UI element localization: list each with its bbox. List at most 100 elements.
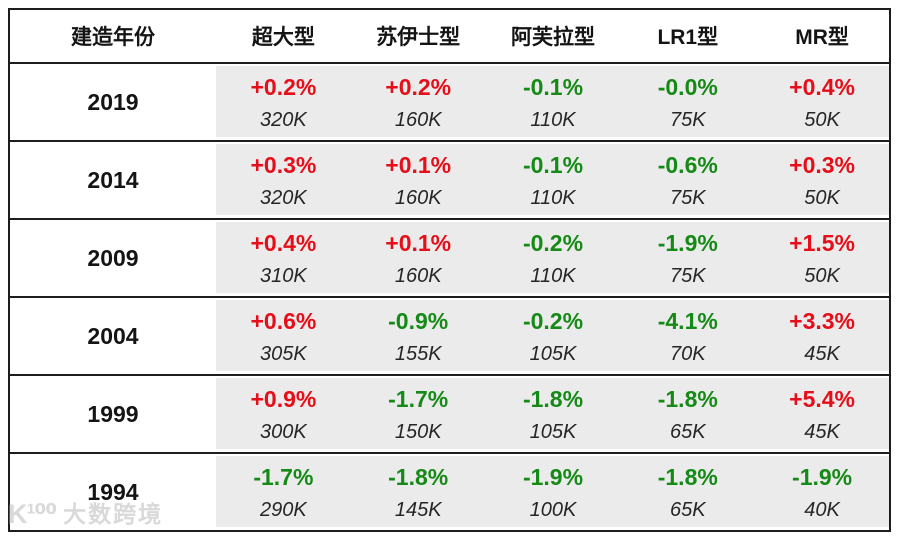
year-cell: 2019: [9, 62, 216, 141]
dwt-size: 40K: [804, 499, 840, 522]
change-percentage: -1.9%: [522, 463, 584, 490]
dwt-size: 160K: [394, 109, 442, 132]
change-percentage: -0.1%: [522, 73, 584, 100]
change-percentage: +1.5%: [789, 229, 856, 256]
fleet-age-change-table: 建造年份 超大型 苏伊士型 阿芙拉型 LR1型 MR型 2019 +0.2% 320K +0.2…: [8, 8, 891, 532]
change-percentage: +0.4%: [789, 73, 856, 100]
change-percentage: +0.1%: [385, 229, 452, 256]
dwt-size: 50K: [804, 265, 840, 288]
column-header-vessel-type: MR型: [755, 9, 890, 63]
change-percentage: -0.0%: [657, 73, 718, 100]
table-row: 2009 +0.4% 310K +0.1% 160K -0.2% 110K -1.9% 75K +…: [9, 218, 890, 297]
year-cell: 1999: [9, 374, 216, 453]
change-percentage: -0.6%: [657, 151, 718, 178]
data-cell: -0.2% 105K: [485, 296, 621, 375]
change-percentage: -4.1%: [657, 307, 718, 334]
table-row: 2004 +0.6% 305K -0.9% 155K -0.2% 105K -4.1% 70K +…: [9, 296, 890, 375]
change-percentage: -0.9%: [388, 307, 449, 334]
change-percentage: +0.6%: [250, 307, 317, 334]
data-cell: +0.1% 160K: [350, 218, 486, 297]
change-percentage: -1.8%: [657, 463, 718, 490]
dwt-size: 65K: [669, 421, 706, 444]
change-percentage: -1.7%: [388, 385, 449, 412]
dwt-size: 110K: [530, 109, 576, 132]
data-cell: -0.1% 110K: [485, 140, 621, 219]
data-cell: +0.9% 300K: [216, 374, 351, 453]
dwt-size: 310K: [260, 265, 307, 288]
change-percentage: -1.8%: [657, 385, 718, 412]
change-percentage: -0.2%: [522, 307, 584, 334]
change-percentage: +0.3%: [250, 151, 317, 178]
dwt-size: 105K: [529, 343, 577, 366]
data-cell: -1.9% 75K: [620, 218, 756, 297]
dwt-size: 75K: [669, 265, 706, 288]
change-percentage: +0.9%: [250, 385, 317, 412]
dwt-size: 75K: [669, 109, 706, 132]
data-cell: -1.7% 290K: [216, 452, 351, 531]
data-cell: -1.7% 150K: [350, 374, 486, 453]
change-percentage: +0.2%: [250, 73, 317, 100]
table-row: 2019 +0.2% 320K +0.2% 160K -0.1% 110K -0.0% 75K +…: [9, 62, 890, 141]
data-cell: -0.2% 110K: [485, 218, 621, 297]
data-cell: +5.4% 45K: [755, 374, 890, 453]
column-header-vessel-type: 苏伊士型: [350, 9, 486, 63]
change-percentage: -1.9%: [657, 229, 718, 256]
data-cell: +0.3% 50K: [755, 140, 890, 219]
dwt-size: 160K: [394, 187, 442, 210]
dwt-size: 50K: [804, 109, 840, 132]
dwt-size: 45K: [804, 343, 840, 366]
dwt-size: 65K: [669, 499, 706, 522]
change-percentage: +5.4%: [789, 385, 856, 412]
table-row: 2014 +0.3% 320K +0.1% 160K -0.1% 110K -0.6% 75K +…: [9, 140, 890, 219]
data-cell: -1.8% 65K: [620, 452, 756, 531]
change-percentage: -0.1%: [522, 151, 584, 178]
dwt-size: 145K: [394, 499, 442, 522]
change-percentage: -1.8%: [522, 385, 584, 412]
dwt-size: 160K: [394, 265, 442, 288]
dwt-size: 155K: [394, 343, 442, 366]
change-percentage: +0.2%: [385, 73, 452, 100]
change-percentage: +3.3%: [789, 307, 856, 334]
data-cell: -0.6% 75K: [620, 140, 756, 219]
data-cell: -1.8% 65K: [620, 374, 756, 453]
column-header-vessel-type: 超大型: [216, 9, 351, 63]
dwt-size: 45K: [804, 421, 840, 444]
data-cell: +0.4% 310K: [216, 218, 351, 297]
dwt-size: 290K: [260, 499, 307, 522]
data-cell: +0.3% 320K: [216, 140, 351, 219]
year-cell: 1994: [9, 452, 216, 531]
change-percentage: -1.8%: [388, 463, 449, 490]
change-percentage: +0.4%: [250, 229, 317, 256]
dwt-size: 50K: [804, 187, 840, 210]
data-cell: +1.5% 50K: [755, 218, 890, 297]
dwt-size: 320K: [260, 109, 307, 132]
data-cell: -0.0% 75K: [620, 62, 756, 141]
dwt-size: 320K: [260, 187, 307, 210]
column-header-vessel-type: 阿芙拉型: [485, 9, 621, 63]
header-row: 建造年份 超大型 苏伊士型 阿芙拉型 LR1型 MR型: [9, 9, 890, 63]
change-percentage: -1.9%: [792, 463, 853, 490]
data-cell: +0.4% 50K: [755, 62, 890, 141]
year-cell: 2014: [9, 140, 216, 219]
change-percentage: -1.7%: [253, 463, 314, 490]
column-header-year: 建造年份: [9, 9, 216, 63]
data-cell: -0.1% 110K: [485, 62, 621, 141]
dwt-size: 305K: [260, 343, 307, 366]
data-cell: -4.1% 70K: [620, 296, 756, 375]
dwt-size: 110K: [530, 187, 576, 210]
data-cell: -1.9% 100K: [485, 452, 621, 531]
data-cell: +0.2% 320K: [216, 62, 351, 141]
change-percentage: +0.1%: [385, 151, 452, 178]
year-cell: 2009: [9, 218, 216, 297]
data-cell: -1.9% 40K: [755, 452, 890, 531]
dwt-size: 300K: [260, 421, 307, 444]
change-percentage: -0.2%: [522, 229, 584, 256]
table-row: 1999 +0.9% 300K -1.7% 150K -1.8% 105K -1.8% 65K +…: [9, 374, 890, 453]
dwt-size: 110K: [530, 265, 576, 288]
data-cell: -1.8% 145K: [350, 452, 486, 531]
dwt-size: 150K: [394, 421, 442, 444]
data-cell: +3.3% 45K: [755, 296, 890, 375]
table-body: 2019 +0.2% 320K +0.2% 160K -0.1% 110K -0.0% 75K +…: [9, 62, 890, 531]
table-row: 1994 -1.7% 290K -1.8% 145K -1.9% 100K -1.8% 65K -…: [9, 452, 890, 531]
data-cell: +0.6% 305K: [216, 296, 351, 375]
